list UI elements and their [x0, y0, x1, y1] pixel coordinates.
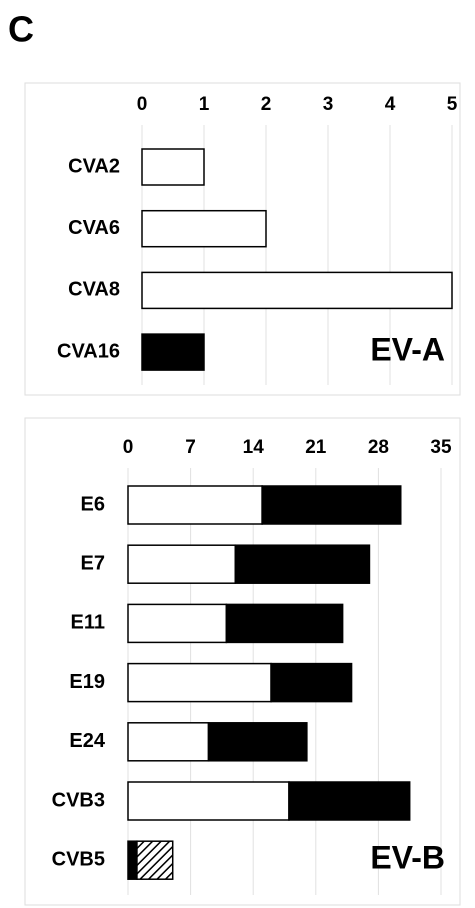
bar-segment: [127, 840, 138, 880]
category-label: CVA8: [68, 279, 120, 301]
bar-segment: [127, 781, 290, 821]
x-tick-label: 28: [368, 437, 389, 458]
category-label: E7: [81, 552, 105, 574]
x-tick-label: 7: [185, 437, 196, 458]
x-tick-label: 1: [199, 94, 210, 115]
bar-segment: [141, 333, 205, 371]
category-label: E24: [69, 730, 105, 752]
bar-segment: [234, 544, 371, 584]
category-label: E6: [81, 493, 105, 515]
x-tick-label: 5: [447, 94, 458, 115]
bar-segment: [270, 662, 353, 703]
bar-segment: [127, 722, 210, 762]
bar-segment: [288, 781, 411, 821]
panel-label: C: [8, 9, 34, 50]
x-tick-label: 0: [123, 437, 134, 458]
annotation: EV-B: [370, 839, 445, 875]
bar-segment: [141, 209, 267, 248]
x-tick-label: 3: [323, 94, 334, 115]
category-label: CVA6: [68, 217, 120, 239]
x-tick-label: 35: [430, 437, 452, 458]
bar-segment: [127, 662, 272, 703]
annotation: EV-A: [370, 331, 445, 367]
x-tick-label: 2: [261, 94, 272, 115]
category-label: CVA16: [57, 340, 120, 362]
x-tick-label: 4: [385, 94, 396, 115]
bar-segment: [127, 544, 237, 584]
bar-segment: [141, 271, 453, 310]
bar-segment: [261, 485, 402, 525]
category-label: E11: [71, 612, 105, 634]
x-tick-label: 0: [137, 94, 148, 115]
bar-segment: [225, 603, 344, 644]
category-label: CVB5: [52, 848, 105, 870]
bar-segment: [127, 603, 228, 644]
panel-frame: [24, 417, 461, 906]
x-tick-label: 14: [243, 437, 265, 458]
x-tick-label: 21: [305, 437, 327, 458]
category-label: E19: [69, 671, 105, 693]
bar-segment: [207, 722, 308, 762]
category-label: CVA2: [68, 155, 120, 177]
bar-segment: [127, 485, 263, 525]
bar-segment: [136, 840, 174, 880]
panel-frame: [24, 82, 461, 396]
bar-segment: [141, 148, 205, 186]
category-label: CVB3: [52, 789, 105, 811]
